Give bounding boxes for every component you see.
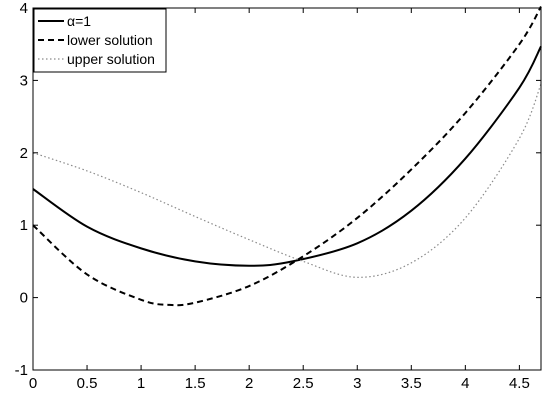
y-tick-label: 2 — [20, 145, 28, 162]
x-tick-label: 4.5 — [509, 375, 530, 392]
x-tick-label: 2.5 — [293, 375, 314, 392]
series-line-2 — [32, 6, 542, 307]
x-tick-label: 1 — [137, 375, 145, 392]
x-tick-label: 3 — [353, 375, 361, 392]
legend-label: α=1 — [67, 13, 91, 29]
x-tick-label: 2 — [245, 375, 253, 392]
plot-area-frame — [32, 7, 542, 371]
y-tick-label: 3 — [20, 72, 28, 89]
y-tick-label: -1 — [15, 362, 28, 379]
legend: α=1 lower solution upper solution — [33, 8, 167, 73]
legend-label: upper solution — [67, 51, 155, 67]
x-tick-label: 0.5 — [77, 375, 98, 392]
x-tick-label: 3.5 — [401, 375, 422, 392]
x-tick-label: 1.5 — [185, 375, 206, 392]
legend-label: lower solution — [67, 32, 153, 48]
series-lines — [32, 6, 542, 307]
x-tick-label: 4 — [461, 375, 469, 392]
series-line-1 — [32, 45, 542, 267]
legend-box — [33, 8, 167, 73]
y-tick-label: 0 — [20, 290, 28, 307]
x-tick-label: 0 — [29, 375, 37, 392]
y-tick-label: 4 — [20, 0, 28, 17]
y-tick-label: 1 — [20, 217, 28, 234]
